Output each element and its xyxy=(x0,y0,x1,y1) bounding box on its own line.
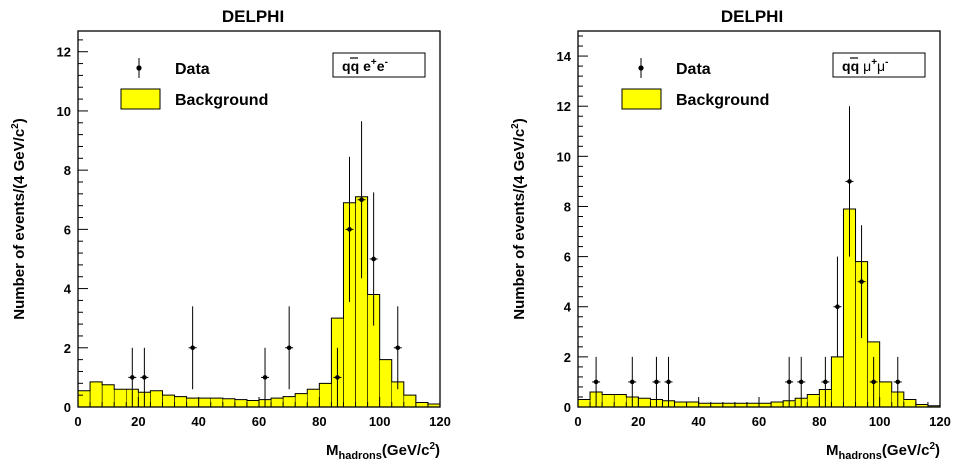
x-tick-label: 60 xyxy=(252,414,266,429)
x-tick-label: 40 xyxy=(191,414,205,429)
legend-data-dot xyxy=(136,65,142,71)
channel-qbar: q xyxy=(351,58,360,74)
x-tick-label: 0 xyxy=(574,414,581,429)
data-point xyxy=(262,375,268,380)
legend-data-label: Data xyxy=(676,61,711,78)
x-axis-label: Mhadrons(GeV/c2) xyxy=(826,441,940,462)
y-tick-label: 6 xyxy=(564,250,571,265)
data-point xyxy=(823,379,828,385)
x-tick-label: 100 xyxy=(869,414,891,429)
plot-frame xyxy=(577,30,941,408)
y-tick-label: 4 xyxy=(564,300,572,315)
legend: Data Background xyxy=(621,58,769,110)
data-points xyxy=(128,121,402,407)
y-tick-label: 0 xyxy=(564,400,571,415)
channel-sup2: - xyxy=(385,57,388,68)
legend-background-label: Background xyxy=(175,92,268,109)
x-tick-label: 80 xyxy=(812,414,826,429)
data-point xyxy=(359,197,364,203)
x-tick-label: 60 xyxy=(752,414,766,429)
x-tick-label: 0 xyxy=(74,414,81,429)
data-point xyxy=(593,379,599,385)
channel-sup1: + xyxy=(871,57,877,68)
y-axis-label: Number of events/(4 GeV/c2) xyxy=(10,118,28,319)
chart-title: DELPHI xyxy=(222,7,284,26)
channel-lepton2: e xyxy=(377,58,385,74)
x-tick-label: 120 xyxy=(429,414,451,429)
channel-lepton1: μ xyxy=(863,58,871,74)
data-point xyxy=(786,379,792,385)
data-point xyxy=(895,379,901,385)
axis-ticks: 0 20 40 60 80 100 120 0 2 4 6 8 10 12 14 xyxy=(557,35,951,429)
channel-box xyxy=(332,52,426,78)
data-point xyxy=(871,379,876,385)
legend-data-label: Data xyxy=(175,61,210,78)
y-tick-label: 10 xyxy=(557,149,571,164)
data-point xyxy=(371,256,376,262)
svg-text:qqμ+μ-: qq μ+μ- xyxy=(842,57,888,74)
channel-box xyxy=(832,52,926,78)
y-tick-label: 12 xyxy=(557,99,571,114)
data-point xyxy=(286,345,292,351)
y-tick-label: 12 xyxy=(57,45,71,60)
channel-label: qq e+e- xyxy=(332,52,426,78)
x-tick-label: 120 xyxy=(929,414,951,429)
y-tick-label: 2 xyxy=(564,350,571,365)
data-point xyxy=(654,379,659,385)
legend-background-swatch xyxy=(120,88,161,110)
y-tick-label: 10 xyxy=(57,104,71,119)
y-tick-label: 0 xyxy=(64,400,71,415)
data-point xyxy=(142,375,147,380)
data-point xyxy=(335,375,340,380)
data-point xyxy=(859,279,864,284)
x-tick-label: 80 xyxy=(312,414,326,429)
legend: Data Background xyxy=(120,58,268,110)
channel-q: q xyxy=(342,58,351,74)
y-axis-label: Number of events/(4 GeV/c2) xyxy=(510,118,528,319)
data-point xyxy=(666,379,671,385)
legend-data-dot xyxy=(638,65,644,71)
panel-mumu: DELPHI 0 20 40 60 80 100 120 0 2 4 6 8 10 12 14 Data B… xyxy=(510,7,951,462)
x-tick-label: 20 xyxy=(131,414,145,429)
data-point xyxy=(347,227,352,232)
x-tick-label: 20 xyxy=(631,414,645,429)
y-tick-label: 4 xyxy=(64,282,72,297)
data-point xyxy=(798,379,804,385)
x-tick-label: 100 xyxy=(369,414,391,429)
channel-lepton1: e xyxy=(363,58,371,74)
panel-ee: DELPHI 0 20 40 60 80 100 120 0 2 4 6 8 10 12 Data Bac… xyxy=(10,7,451,462)
chart-title: DELPHI xyxy=(721,7,783,26)
legend-background-swatch xyxy=(621,88,662,110)
svg-text:qqe+e-: qq e+e- xyxy=(342,57,388,74)
channel-q: q xyxy=(842,58,851,74)
channel-label: qq μ+μ- xyxy=(832,52,926,78)
channel-sup2: - xyxy=(885,57,888,68)
axis-ticks: 0 20 40 60 80 100 120 0 2 4 6 8 10 12 xyxy=(57,39,451,429)
data-point xyxy=(847,179,852,184)
x-axis-label: Mhadrons(GeV/c2) xyxy=(326,441,440,462)
legend-background-label: Background xyxy=(676,92,769,109)
y-tick-label: 14 xyxy=(557,49,572,64)
data-point xyxy=(835,304,840,310)
y-tick-label: 6 xyxy=(64,222,71,237)
channel-sup1: + xyxy=(371,57,377,68)
data-point xyxy=(190,345,195,351)
y-tick-label: 8 xyxy=(564,199,571,214)
channel-lepton2: μ xyxy=(877,58,885,74)
data-point xyxy=(395,345,401,351)
data-point xyxy=(630,379,635,385)
data-point xyxy=(130,375,135,380)
y-tick-label: 8 xyxy=(64,163,71,178)
channel-qbar: q xyxy=(851,58,860,74)
x-tick-label: 40 xyxy=(691,414,705,429)
y-tick-label: 2 xyxy=(64,341,71,356)
data-points xyxy=(592,106,902,407)
